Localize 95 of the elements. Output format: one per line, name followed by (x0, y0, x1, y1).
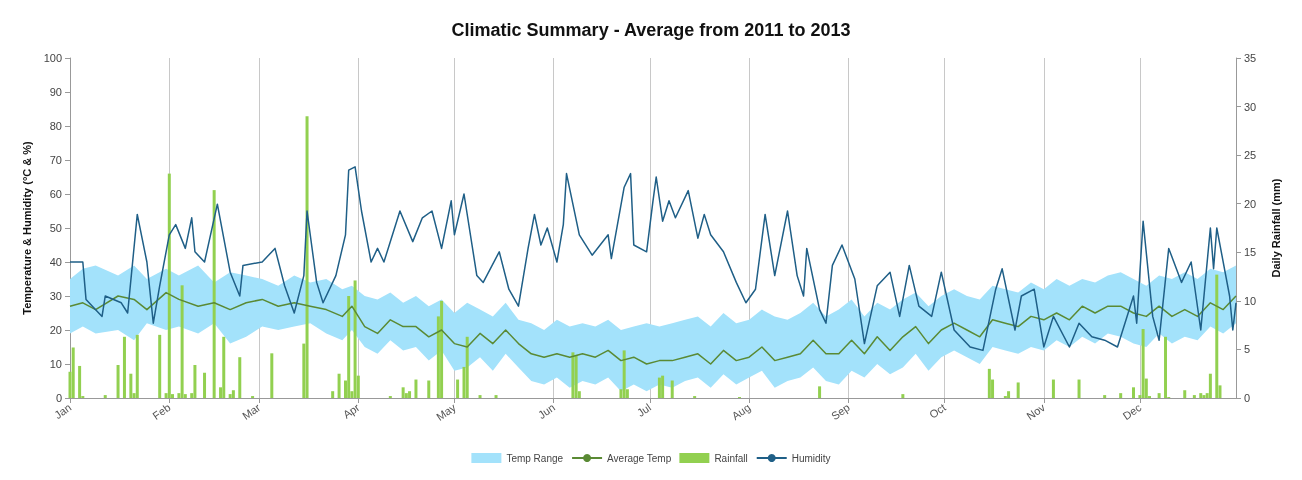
y2-tick-label: 10 (1244, 294, 1257, 307)
bar (414, 379, 418, 398)
bar (408, 391, 412, 398)
bar (238, 357, 242, 398)
bar (270, 353, 274, 398)
y2-axis-title: Daily Rainfall (mm) (1269, 178, 1282, 278)
bar (401, 387, 405, 398)
bar (1007, 391, 1011, 398)
y2-tick-label: 5 (1244, 343, 1251, 356)
x-tick-label: Nov (1024, 400, 1048, 423)
bar (622, 350, 626, 398)
bar (661, 375, 665, 398)
bar (222, 336, 226, 398)
bar (670, 380, 674, 398)
bar (180, 285, 184, 398)
bar (71, 347, 75, 398)
x-tick-label: Jun (535, 401, 558, 422)
y-tick-label: 90 (49, 86, 62, 98)
bar (1016, 382, 1020, 398)
bar (353, 280, 357, 398)
bar (456, 379, 460, 398)
y2-tick-label: 0 (1244, 392, 1251, 404)
x-tick-label: Aug (729, 401, 753, 423)
bar (1077, 379, 1081, 398)
bar (478, 395, 482, 398)
bar (1183, 390, 1187, 398)
y-tick-label: 80 (49, 120, 62, 132)
bar (231, 390, 235, 398)
y-tick-label: 10 (49, 358, 62, 370)
y-tick-label: 60 (49, 188, 62, 200)
y2-tick-label: 25 (1244, 149, 1257, 162)
bar (347, 296, 351, 398)
bar (129, 373, 133, 398)
legend-label: Rainfall (714, 452, 748, 464)
y-tick-label: 50 (49, 222, 62, 234)
bar (1202, 395, 1206, 398)
legend-label: Average Temp (607, 452, 672, 464)
bar (122, 336, 126, 398)
x-tick-label: Mar (240, 400, 263, 422)
bar (1208, 373, 1212, 398)
x-tick-label: Apr (340, 400, 363, 421)
bar (305, 116, 309, 398)
bar (331, 391, 335, 398)
bar (212, 190, 216, 398)
bar (1164, 336, 1168, 398)
bar (337, 373, 341, 398)
x-tick-label: Sep (828, 401, 852, 423)
y-tick-label: 40 (49, 256, 62, 268)
bar (1131, 387, 1135, 398)
y2-tick-label: 35 (1244, 52, 1257, 64)
bar (427, 380, 431, 398)
bar (1199, 393, 1203, 398)
legend-label: Temp Range (506, 452, 564, 464)
bar (1215, 274, 1219, 398)
x-tick-label: Feb (150, 401, 173, 422)
bar (78, 365, 82, 398)
bar (987, 368, 991, 398)
x-tick-label: Dec (1120, 400, 1144, 423)
x-tick-label: Oct (927, 401, 948, 421)
bar (1192, 395, 1196, 398)
bar (657, 377, 661, 398)
bar (1103, 395, 1107, 398)
y-tick-label: 100 (43, 52, 62, 64)
bar (158, 334, 162, 398)
y-tick-label: 0 (55, 392, 62, 404)
bar (818, 386, 822, 398)
y2-tick-label: 15 (1244, 246, 1257, 259)
y2-tick-label: 20 (1244, 197, 1257, 210)
bar (135, 334, 139, 398)
bar (1157, 393, 1161, 398)
bar (116, 364, 120, 398)
bar (167, 173, 171, 398)
x-tick-label: Jan (52, 401, 74, 422)
bar (1141, 329, 1145, 398)
x-tick-label: May (433, 400, 459, 423)
bar (440, 300, 444, 398)
bar (1051, 379, 1055, 398)
y-tick-label: 70 (49, 154, 62, 166)
chart-title: Climatic Summary - Average from 2011 to 2013 (451, 20, 851, 40)
bar (103, 395, 107, 398)
bar (203, 372, 207, 398)
legend-label: Humidity (791, 452, 831, 464)
y-tick-label: 30 (49, 290, 62, 302)
y-tick-label: 20 (49, 324, 62, 336)
bar (228, 394, 232, 398)
x-tick-label: Jul (634, 401, 654, 419)
bar (574, 355, 578, 398)
bar (571, 352, 575, 398)
bar (901, 394, 905, 398)
y-axis-title: Temperature & Humidity (°C & %) (21, 140, 34, 315)
bar (465, 336, 469, 398)
bar (193, 364, 197, 398)
bar (1119, 393, 1123, 398)
y2-tick-label: 30 (1244, 100, 1257, 113)
bar (494, 395, 498, 398)
